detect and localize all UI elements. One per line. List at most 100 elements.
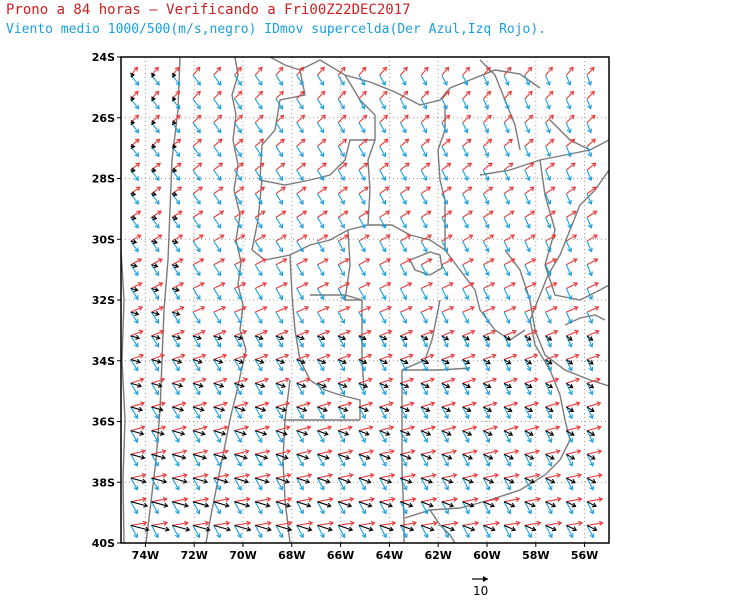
left-mover-vector: [358, 138, 368, 147]
left-mover-vector: [358, 210, 370, 218]
right-mover-vector: [296, 477, 304, 491]
mean-wind-vector: [441, 359, 450, 365]
right-mover-vector: [379, 359, 387, 372]
right-mover-vector: [482, 311, 490, 324]
left-mover-vector: [503, 114, 513, 124]
right-mover-vector: [586, 146, 593, 158]
mean-wind-vector: [130, 167, 136, 173]
left-mover-vector: [275, 329, 289, 337]
right-mover-vector: [316, 264, 325, 277]
left-mover-vector: [524, 258, 537, 266]
left-mover-vector: [358, 162, 369, 171]
mean-wind-vector: [151, 287, 160, 293]
right-mover-vector: [254, 122, 263, 134]
left-mover-vector: [337, 138, 348, 147]
mean-wind-vector: [400, 335, 408, 341]
left-mover-vector: [275, 258, 288, 266]
lat-tick-label: 24S: [92, 51, 115, 64]
left-mover-vector: [337, 377, 352, 384]
mean-wind-vector: [151, 215, 158, 221]
left-mover-vector: [317, 234, 329, 242]
right-mover-vector: [316, 240, 325, 253]
left-mover-vector: [483, 520, 501, 526]
mean-wind-vector: [151, 120, 157, 126]
left-mover-vector: [337, 305, 351, 313]
left-mover-vector: [317, 377, 332, 384]
right-mover-vector: [503, 193, 510, 205]
mean-wind-vector: [192, 453, 207, 460]
right-mover-vector: [379, 406, 387, 420]
mean-wind-vector: [255, 453, 269, 460]
left-mover-vector: [213, 353, 228, 361]
right-mover-vector: [275, 335, 284, 348]
mean-wind-vector: [130, 453, 146, 460]
left-mover-vector: [441, 186, 452, 195]
mean-wind-vector: [503, 430, 514, 436]
right-mover-vector: [379, 477, 387, 491]
mean-wind-vector: [545, 430, 555, 436]
left-mover-vector: [379, 162, 390, 171]
mean-wind-vector: [420, 453, 433, 460]
left-mover-vector: [400, 496, 417, 503]
left-mover-vector: [586, 282, 599, 289]
right-mover-vector: [379, 98, 386, 110]
left-mover-vector: [586, 210, 598, 218]
left-mover-vector: [524, 114, 534, 124]
right-mover-vector: [296, 382, 304, 396]
left-mover-vector: [358, 353, 373, 361]
left-mover-vector: [524, 90, 533, 100]
right-mover-vector: [399, 406, 408, 420]
left-mover-vector: [172, 401, 187, 408]
left-mover-vector: [565, 66, 574, 76]
axis-tick-labels: 24S 26S 28S 30S 32S 34S 36S 38S 40S 74W 72W 70W 68W 6…: [92, 51, 599, 562]
right-mover-vector: [565, 311, 573, 324]
right-mover-vector: [316, 501, 325, 515]
right-mover-vector: [316, 193, 325, 205]
left-mover-vector: [441, 377, 456, 384]
left-mover-vector: [151, 353, 165, 361]
right-mover-vector: [545, 193, 552, 205]
left-mover-vector: [213, 138, 223, 147]
left-mover-vector: [296, 186, 307, 195]
right-mover-vector: [565, 430, 574, 443]
left-mover-vector: [130, 186, 141, 195]
right-mover-vector: [316, 430, 325, 443]
left-mover-vector: [586, 305, 600, 313]
right-mover-vector: [337, 98, 345, 110]
right-mover-vector: [171, 406, 180, 420]
mean-wind-vector: [296, 501, 312, 508]
right-mover-vector: [254, 169, 263, 182]
right-mover-vector: [233, 311, 242, 324]
mean-wind-vector: [566, 406, 575, 412]
mean-wind-vector: [130, 358, 142, 364]
right-mover-vector: [275, 193, 283, 205]
right-mover-vector: [275, 122, 283, 134]
mean-wind-vector: [130, 143, 136, 149]
left-mover-vector: [213, 162, 224, 171]
right-mover-vector: [171, 335, 180, 348]
left-mover-vector: [400, 353, 414, 361]
right-mover-vector: [171, 382, 180, 396]
mean-wind-vector: [192, 335, 202, 341]
left-mover-vector: [337, 210, 349, 218]
right-mover-vector: [399, 122, 407, 134]
right-mover-vector: [462, 217, 469, 229]
right-mover-vector: [503, 146, 510, 158]
right-mover-vector: [482, 359, 490, 372]
left-mover-vector: [586, 162, 597, 171]
left-mover-vector: [255, 496, 272, 503]
mean-wind-vector: [255, 524, 272, 532]
left-mover-vector: [545, 401, 560, 408]
mean-wind-vector: [171, 72, 177, 78]
mean-wind-vector: [358, 359, 368, 365]
right-mover-vector: [171, 264, 180, 277]
left-mover-vector: [421, 472, 437, 479]
mean-wind-vector: [172, 501, 189, 508]
right-mover-vector: [296, 406, 304, 420]
right-mover-vector: [503, 288, 511, 301]
left-mover-vector: [462, 234, 474, 242]
right-mover-vector: [420, 406, 428, 420]
right-mover-vector: [337, 406, 346, 420]
right-mover-vector: [420, 525, 429, 539]
mean-wind-vector: [130, 477, 147, 484]
